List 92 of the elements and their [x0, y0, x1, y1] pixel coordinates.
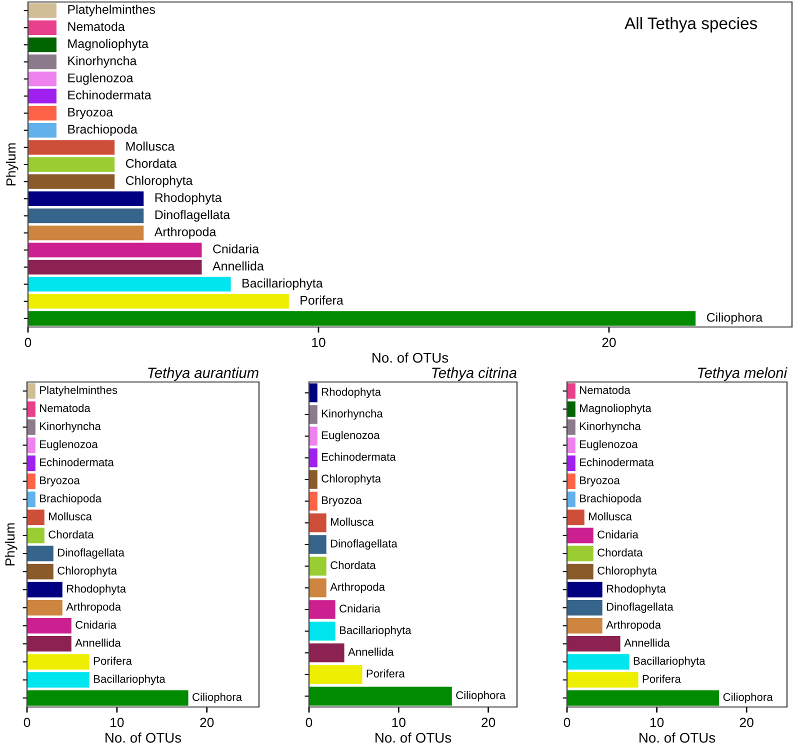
- x-tick-label: 10: [392, 718, 406, 728]
- category-label: Rhodophyta: [155, 192, 222, 205]
- x-tick-label: 10: [650, 718, 664, 728]
- category-label: Bryozoa: [40, 476, 80, 486]
- category-label: Echinodermata: [322, 452, 396, 461]
- category-label: Platyhelminthes: [40, 386, 118, 396]
- category-label: Magnoliophyta: [68, 38, 149, 51]
- category-label: Annellida: [75, 638, 121, 647]
- category-label: Brachiopoda: [40, 494, 102, 505]
- category-label: Rhodophyta: [67, 584, 126, 595]
- category-label: Euglenozoa: [68, 73, 134, 85]
- category-label: Bryozoa: [580, 476, 620, 486]
- category-label: Rhodophyta: [606, 584, 666, 595]
- category-label: Dinoflagellata: [330, 539, 398, 550]
- category-label: Bryozoa: [322, 496, 362, 506]
- category-label: Dinoflagellata: [606, 602, 674, 613]
- category-label: Bryozoa: [68, 108, 114, 120]
- category-label: Euglenozoa: [40, 440, 98, 450]
- x-axis-title: No. of OTUs: [376, 732, 452, 743]
- category-label: Mollusca: [126, 142, 175, 151]
- category-label: Annellida: [624, 638, 670, 647]
- category-label: Ciliophora: [192, 692, 242, 704]
- category-label: Arthropoda: [606, 620, 662, 631]
- x-tick-label: 0: [564, 718, 570, 728]
- category-label: Echinodermata: [68, 90, 152, 100]
- category-label: Cnidaria: [340, 604, 380, 612]
- x-tick-label: 10: [110, 718, 124, 728]
- category-label: Dinoflagellata: [58, 548, 124, 559]
- x-axis-title: No. of OTUs: [372, 352, 448, 363]
- x-axis-title: No. of OTUs: [640, 732, 716, 743]
- y-axis-title: Phylum: [4, 523, 18, 566]
- category-label: Arthropoda: [154, 227, 216, 239]
- x-tick-label: 20: [200, 718, 214, 728]
- category-label: Bacillariophyta: [340, 626, 412, 636]
- category-label: Bacillariophyta: [94, 674, 166, 686]
- category-label: Chlorophyta: [58, 566, 118, 577]
- category-label: Euglenozoa: [322, 430, 380, 442]
- category-label: Porifera: [300, 296, 344, 305]
- x-tick-label: 0: [306, 718, 312, 728]
- category-label: Chordata: [598, 548, 643, 557]
- category-label: Arthropoda: [330, 582, 386, 594]
- category-label: Chordata: [330, 560, 376, 570]
- category-label: Mollusca: [330, 518, 374, 526]
- chart-title: Tethya meloni: [698, 367, 788, 381]
- category-label: Cnidaria: [76, 620, 116, 629]
- category-label: Rhodophyta: [322, 388, 382, 398]
- category-label: Annellida: [212, 261, 264, 270]
- category-label: Euglenozoa: [580, 440, 638, 450]
- category-label: Ciliophora: [706, 312, 763, 324]
- category-label: Porifera: [94, 656, 132, 665]
- category-label: Bacillariophyta: [242, 278, 323, 290]
- category-label: Ciliophora: [456, 690, 506, 702]
- category-label: Echinodermata: [40, 458, 114, 466]
- x-tick-label: 20: [482, 718, 496, 728]
- category-label: Kinorhyncha: [40, 422, 101, 432]
- x-tick-label: 20: [740, 718, 754, 728]
- category-label: Porifera: [366, 669, 405, 678]
- category-label: Kinorhyncha: [68, 56, 137, 68]
- category-label: Mollusca: [49, 512, 92, 520]
- category-label: Nematoda: [68, 22, 125, 32]
- category-label: Chordata: [126, 158, 177, 168]
- x-tick-label: 10: [312, 338, 326, 348]
- x-tick-label: 20: [602, 338, 616, 348]
- x-tick-label: 0: [24, 338, 32, 348]
- category-label: Chlorophyta: [126, 176, 193, 188]
- category-label: Arthropoda: [66, 602, 122, 613]
- category-label: Cnidaria: [213, 244, 260, 254]
- text: All Tethya species: [624, 16, 758, 33]
- category-label: Nematoda: [580, 386, 630, 394]
- category-label: Brachiopoda: [580, 494, 642, 505]
- category-label: Annellida: [348, 648, 394, 656]
- category-label: Platyhelminthes: [68, 4, 156, 16]
- category-label: Kinorhyncha: [322, 409, 383, 420]
- category-label: Bacillariophyta: [634, 656, 706, 668]
- category-label: Dinoflagellata: [155, 210, 230, 222]
- category-label: Porifera: [642, 674, 681, 683]
- category-label: Magnoliophyta: [580, 404, 652, 414]
- category-label: Ciliophora: [723, 692, 773, 704]
- y-axis-title: Phylum: [6, 143, 18, 186]
- category-label: Mollusca: [589, 512, 632, 520]
- category-label: Chordata: [48, 530, 94, 538]
- category-label: Brachiopoda: [68, 124, 138, 136]
- x-tick-label: 0: [24, 718, 30, 728]
- category-label: Chlorophyta: [322, 474, 382, 485]
- x-axis-title: No. of OTUs: [106, 732, 182, 743]
- category-label: Kinorhyncha: [580, 422, 641, 432]
- category-label: Echinodermata: [580, 458, 654, 466]
- category-label: Nematoda: [40, 404, 90, 412]
- category-label: Chlorophyta: [598, 566, 657, 577]
- chart-title: Tethya aurantium: [148, 367, 258, 381]
- chart-title: Tethya citrina: [432, 367, 517, 381]
- category-label: Cnidaria: [598, 530, 638, 538]
